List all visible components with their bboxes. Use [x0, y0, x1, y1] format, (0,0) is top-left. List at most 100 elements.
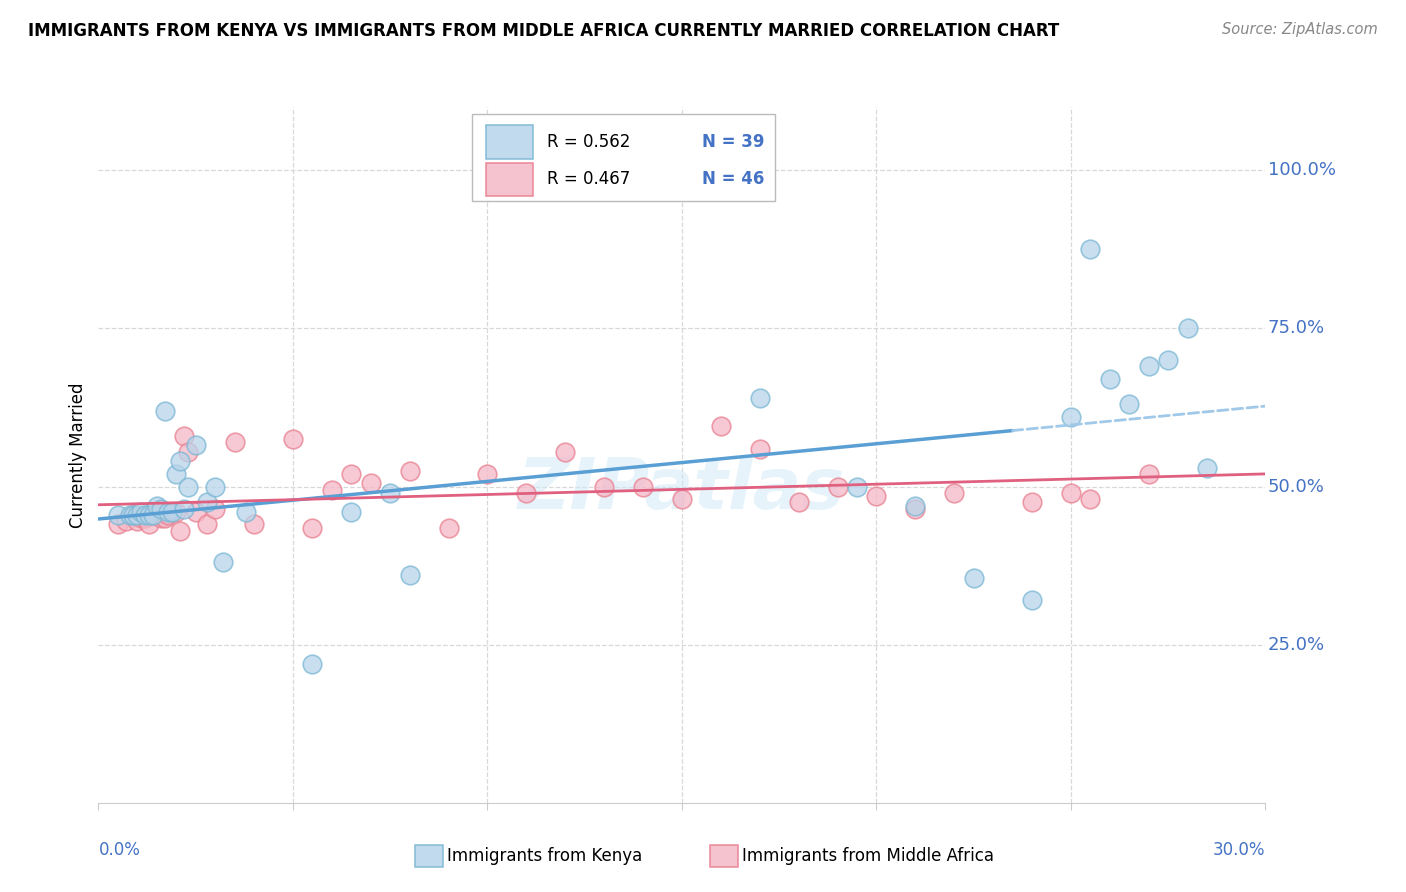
Point	[134, 508, 156, 522]
Point	[477, 467, 499, 481]
Text: 75.0%: 75.0%	[1268, 319, 1324, 337]
Point	[195, 517, 218, 532]
Point	[118, 508, 141, 522]
Point	[184, 438, 207, 452]
Point	[122, 508, 145, 522]
Point	[787, 495, 810, 509]
Point	[1137, 467, 1160, 481]
Text: N = 46: N = 46	[702, 170, 763, 188]
Bar	[472, 114, 775, 201]
Point	[204, 501, 226, 516]
Point	[195, 495, 218, 509]
Point	[301, 521, 323, 535]
Point	[177, 444, 200, 458]
Point	[1021, 495, 1043, 509]
Y-axis label: Currently Married: Currently Married	[69, 382, 87, 528]
Point	[378, 486, 402, 500]
Point	[157, 508, 180, 522]
Point	[149, 501, 172, 516]
Point	[153, 403, 176, 417]
Point	[1177, 321, 1199, 335]
Point	[748, 391, 770, 405]
Text: 50.0%: 50.0%	[1268, 477, 1324, 496]
Point	[845, 479, 868, 493]
Point	[177, 479, 200, 493]
Point	[281, 432, 304, 446]
Point	[1195, 460, 1218, 475]
Point	[1137, 359, 1160, 374]
Point	[204, 479, 226, 493]
Point	[1080, 243, 1102, 257]
Point	[1060, 486, 1083, 500]
Point	[340, 467, 363, 481]
Point	[127, 514, 149, 528]
Point	[138, 517, 160, 532]
Point	[748, 442, 770, 456]
Point	[153, 511, 176, 525]
Point	[515, 486, 537, 500]
Bar	[486, 125, 533, 159]
Point	[235, 505, 257, 519]
Point	[360, 476, 382, 491]
Point	[173, 429, 195, 443]
Point	[162, 505, 184, 519]
Bar	[486, 162, 533, 196]
Text: R = 0.562: R = 0.562	[547, 133, 640, 151]
Point	[1060, 409, 1083, 424]
Point	[149, 511, 172, 525]
Point	[184, 505, 207, 519]
Point	[162, 505, 184, 519]
Text: ZIPatlas: ZIPatlas	[519, 455, 845, 524]
Point	[157, 505, 180, 519]
Point	[943, 486, 966, 500]
Point	[224, 435, 246, 450]
Text: 30.0%: 30.0%	[1213, 841, 1265, 859]
Point	[138, 508, 160, 522]
Point	[212, 556, 235, 570]
Point	[865, 489, 887, 503]
Point	[122, 508, 145, 522]
Point	[165, 505, 187, 519]
Point	[114, 514, 136, 528]
Point	[173, 501, 195, 516]
Point	[554, 444, 576, 458]
Point	[904, 501, 927, 516]
Point	[169, 524, 191, 538]
Point	[321, 483, 343, 497]
Point	[962, 571, 984, 585]
Point	[134, 511, 156, 525]
Point	[827, 479, 849, 493]
Text: Immigrants from Kenya: Immigrants from Kenya	[447, 847, 643, 865]
Text: 0.0%: 0.0%	[98, 841, 141, 859]
Point	[1021, 593, 1043, 607]
Point	[904, 499, 927, 513]
Text: N = 39: N = 39	[702, 133, 765, 151]
Point	[107, 517, 129, 532]
Point	[593, 479, 616, 493]
Point	[671, 492, 693, 507]
Point	[146, 508, 169, 522]
Point	[127, 508, 149, 522]
Text: R = 0.467: R = 0.467	[547, 170, 640, 188]
Point	[398, 464, 420, 478]
Text: 25.0%: 25.0%	[1268, 636, 1324, 654]
Point	[710, 419, 733, 434]
Point	[243, 517, 266, 532]
Point	[631, 479, 654, 493]
Point	[437, 521, 460, 535]
Text: IMMIGRANTS FROM KENYA VS IMMIGRANTS FROM MIDDLE AFRICA CURRENTLY MARRIED CORRELA: IMMIGRANTS FROM KENYA VS IMMIGRANTS FROM…	[28, 22, 1059, 40]
Point	[1080, 492, 1102, 507]
Text: Immigrants from Middle Africa: Immigrants from Middle Africa	[742, 847, 994, 865]
Point	[1157, 353, 1180, 368]
Point	[129, 505, 152, 519]
Point	[129, 511, 152, 525]
Point	[142, 508, 165, 522]
Point	[146, 499, 169, 513]
Point	[165, 467, 187, 481]
Point	[142, 508, 165, 522]
Point	[1098, 372, 1121, 386]
Text: Source: ZipAtlas.com: Source: ZipAtlas.com	[1222, 22, 1378, 37]
Text: 100.0%: 100.0%	[1268, 161, 1336, 179]
Point	[340, 505, 363, 519]
Point	[301, 657, 323, 671]
